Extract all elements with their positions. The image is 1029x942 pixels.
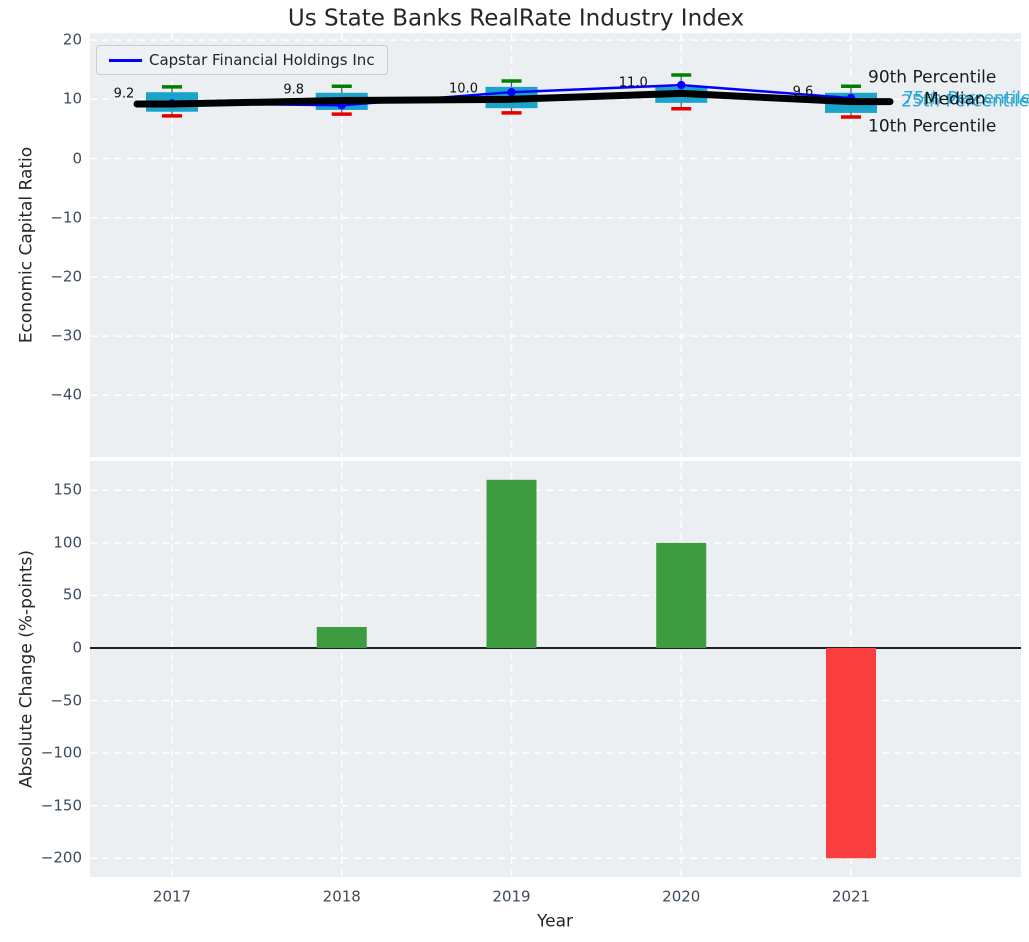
annotation-90th-percentile: 90th Percentile — [868, 67, 997, 88]
x-tick-label: 2018 — [322, 887, 361, 906]
median-line — [133, 89, 894, 108]
bottom-y-tick-label: −200 — [40, 848, 82, 867]
bar-2018 — [316, 626, 367, 648]
bar-2021 — [826, 648, 876, 859]
legend-label: Capstar Financial Holdings Inc — [149, 51, 375, 69]
median-value-label-2018: 9.8 — [283, 82, 305, 98]
top-y-tick-label: −10 — [50, 208, 82, 227]
median-value-label-2021: 9.6 — [792, 84, 814, 100]
top-y-tick-label: −40 — [50, 385, 82, 404]
legend-line-swatch — [109, 58, 142, 62]
chart-title: Us State Banks RealRate Industry Index — [287, 5, 745, 32]
x-axis-label: Year — [537, 911, 573, 932]
bottom-y-tick-label: 100 — [53, 533, 82, 552]
annotation-10th-percentile: 10th Percentile — [868, 116, 997, 137]
annotation-75th-percentile: 75th Percentile — [903, 88, 1029, 108]
top-y-tick-label: 10 — [62, 89, 82, 108]
top-y-tick-label: 20 — [62, 30, 82, 49]
top-y-tick-label: −30 — [50, 326, 82, 345]
top-y-axis-label: Economic Capital Ratio — [16, 146, 37, 344]
median-value-label-2019: 10.0 — [449, 81, 478, 97]
bar-2019 — [486, 479, 537, 648]
bar-2020 — [656, 542, 707, 648]
annotation-25th-percentile: 25th Percentile — [901, 91, 1029, 112]
bottom-y-tick-label: 50 — [62, 585, 82, 604]
bottom-y-tick-label: −150 — [40, 796, 82, 815]
x-tick-label: 2020 — [662, 887, 701, 906]
capstar-marker-2020 — [677, 80, 686, 90]
x-tick-label: 2019 — [492, 887, 531, 906]
capstar-marker-2019 — [507, 87, 516, 97]
x-tick-label: 2021 — [831, 887, 871, 906]
bottom-y-tick-label: −50 — [50, 691, 82, 710]
bottom-y-tick-label: 0 — [72, 638, 82, 657]
legend: Capstar Financial Holdings Inc — [96, 45, 388, 75]
top-y-tick-label: −20 — [50, 267, 82, 286]
bottom-y-tick-label: −100 — [40, 743, 82, 762]
x-tick-label: 2017 — [152, 887, 192, 906]
median-value-label-2020: 11.0 — [618, 75, 648, 91]
median-value-label-2017: 9.2 — [113, 86, 135, 102]
bottom-y-axis-label: Absolute Change (%-points) — [16, 550, 37, 788]
top-y-tick-label: 0 — [72, 149, 82, 167]
annotation-median: Median — [924, 89, 986, 110]
bottom-y-tick-label: 150 — [53, 480, 82, 499]
bottom-plot-background — [90, 461, 1021, 877]
